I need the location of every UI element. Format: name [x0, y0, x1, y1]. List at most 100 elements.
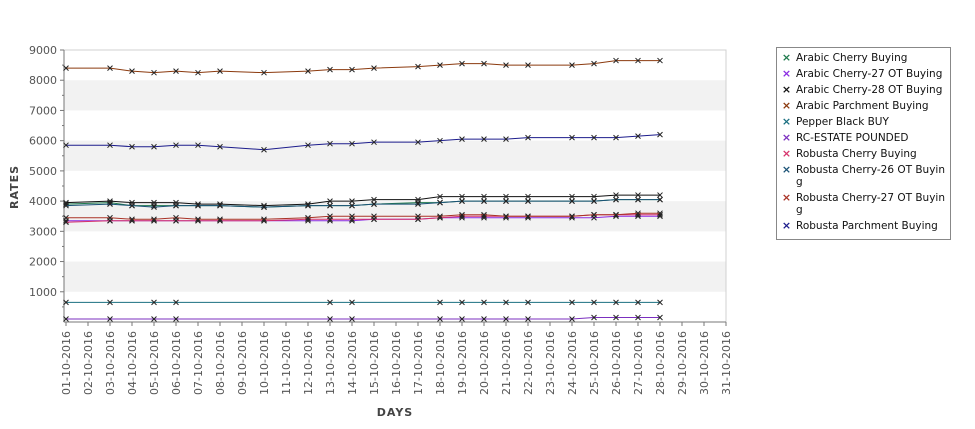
data-point: [569, 62, 575, 68]
data-point: [151, 143, 157, 150]
data-point: [349, 316, 355, 322]
data-point: [415, 201, 421, 207]
data-point: [437, 299, 443, 306]
data-point: [107, 316, 113, 322]
data-point: [305, 202, 311, 209]
data-point: [481, 136, 487, 143]
legend-marker-icon: ×: [781, 67, 792, 80]
legend-label: RC-ESTATE POUNDED: [796, 132, 909, 144]
y-axis: 1000 2000 3000 4000 5000 6000 7000 8000 9000: [29, 44, 65, 322]
grid-bands: [63, 49, 727, 323]
data-point: [63, 202, 69, 209]
data-point: [613, 57, 619, 64]
legend-item: × Robusta Parchment Buying: [777, 220, 950, 233]
data-point: [503, 136, 509, 143]
series-9: [63, 210, 663, 223]
data-point: [635, 314, 641, 321]
data-point: [481, 316, 487, 322]
legend-marker-icon: ×: [781, 83, 792, 96]
legend-marker-icon: ×: [781, 163, 792, 176]
data-point: [371, 139, 377, 146]
data-point: [459, 316, 465, 322]
data-point: [217, 143, 223, 150]
data-point: [173, 142, 179, 149]
legend-marker-icon: ×: [781, 147, 792, 160]
data-point: [151, 299, 157, 306]
x-tick-label: 09-10-2016: [236, 331, 249, 395]
data-point: [261, 204, 267, 211]
data-point: [503, 198, 509, 204]
y-tick-label: 9000: [29, 44, 57, 57]
legend-label: Arabic Parchment Buying: [796, 100, 929, 112]
data-point: [63, 316, 69, 322]
x-tick-label: 13-10-2016: [324, 331, 337, 395]
data-point: [63, 65, 69, 71]
x-tick-label: 29-10-2016: [676, 331, 689, 395]
x-tick-label: 18-10-2016: [434, 331, 447, 395]
x-axis-title: DAYS: [377, 406, 413, 419]
data-point: [349, 66, 355, 73]
data-point: [173, 299, 179, 306]
data-point: [129, 143, 135, 150]
legend-label: Robusta Cherry Buying: [796, 148, 917, 160]
data-point: [327, 66, 333, 73]
data-point: [635, 57, 641, 64]
legend-marker-icon: ×: [781, 115, 792, 128]
data-point: [569, 198, 575, 204]
data-point: [591, 198, 597, 204]
data-point: [327, 213, 333, 220]
data-point: [525, 198, 531, 204]
data-point: [569, 193, 575, 200]
x-axis: 01-10-2016 02-10-2016 03-10-2016 04-10-2016…: [60, 321, 733, 395]
x-tick-label: 08-10-2016: [214, 331, 227, 395]
legend-item: × Arabic Cherry Buying: [777, 52, 950, 65]
data-point: [657, 131, 663, 138]
data-point: [305, 142, 311, 149]
data-point: [217, 216, 223, 223]
data-point: [635, 133, 641, 139]
data-point: [657, 57, 663, 64]
data-point: [613, 134, 619, 141]
x-tick-label: 05-10-2016: [148, 331, 161, 395]
data-point: [371, 196, 377, 203]
x-tick-label: 17-10-2016: [412, 331, 425, 395]
legend-label: Robusta Cherry-26 OT Buying: [796, 164, 945, 188]
data-point: [657, 314, 663, 321]
data-point: [217, 68, 223, 75]
y-tick-label: 8000: [29, 74, 57, 87]
data-point: [569, 299, 575, 306]
y-tick-label: 4000: [29, 195, 57, 208]
data-point: [613, 211, 619, 218]
data-point: [459, 211, 465, 218]
data-point: [437, 199, 443, 206]
data-point: [151, 69, 157, 76]
x-tick-label: 27-10-2016: [632, 331, 645, 395]
legend-label: Robusta Parchment Buying: [796, 220, 938, 232]
data-point: [525, 193, 531, 200]
x-tick-label: 23-10-2016: [544, 331, 557, 395]
grid-band: [64, 261, 726, 292]
x-tick-label: 31-10-2016: [720, 331, 733, 395]
data-point: [657, 299, 663, 306]
data-point: [217, 202, 223, 209]
x-tick-label: 16-10-2016: [390, 331, 403, 395]
data-point: [459, 60, 465, 67]
legend-label: Pepper Black BUY: [796, 116, 889, 128]
x-tick-label: 28-10-2016: [654, 331, 667, 395]
y-tick-label: 6000: [29, 135, 57, 148]
data-point: [657, 192, 663, 198]
x-tick-label: 15-10-2016: [368, 331, 381, 395]
data-point: [173, 68, 179, 75]
data-point: [107, 299, 113, 306]
data-point: [459, 136, 465, 143]
data-point: [151, 316, 157, 322]
data-point: [129, 68, 135, 75]
data-point: [503, 316, 509, 322]
data-point: [613, 196, 619, 203]
data-point: [459, 193, 465, 200]
legend-item: × Arabic Cherry-27 OT Buying: [777, 67, 950, 81]
x-tick-label: 12-10-2016: [302, 331, 315, 395]
data-point: [63, 219, 69, 226]
data-point: [327, 316, 333, 322]
series-8: [63, 196, 663, 211]
